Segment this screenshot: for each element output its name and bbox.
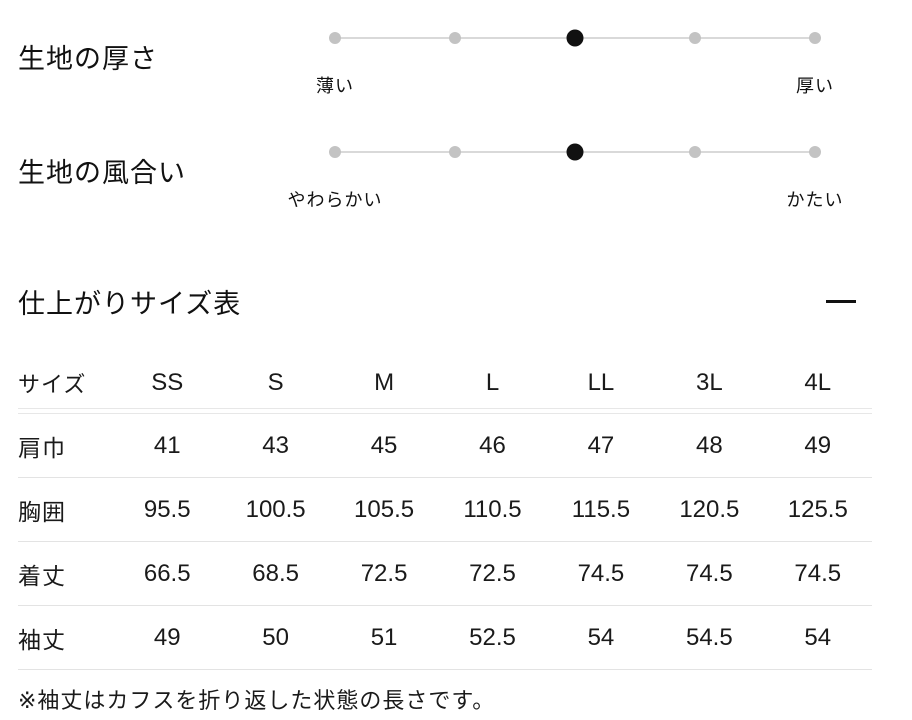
table-row: 袖丈 49 50 51 52.5 54 54.5 54 xyxy=(18,606,872,670)
table-cell: 95.5 xyxy=(143,495,191,523)
table-cell: 66.5 xyxy=(143,559,191,587)
table-cell: 74.5 xyxy=(685,559,733,587)
table-cell: 46 xyxy=(479,431,506,459)
table-cell: 50 xyxy=(262,623,289,651)
scale-dot xyxy=(329,146,341,158)
column-header: S xyxy=(267,369,284,396)
fabric-scales-section: 生地の厚さ 薄い 厚い 生地の風合い やわらかい かたい xyxy=(0,0,912,210)
table-cell: 52.5 xyxy=(469,623,516,651)
table-cell: 54 xyxy=(587,623,615,651)
table-cell: 125.5 xyxy=(787,495,848,523)
table-cell: 110.5 xyxy=(463,495,522,523)
scale-min-label: やわらかい xyxy=(287,190,383,210)
table-row: 肩巾 41 43 45 46 47 48 49 xyxy=(18,414,872,478)
table-cell: 74.5 xyxy=(794,559,842,587)
scale-min-label: 薄い xyxy=(316,76,354,96)
table-cell: 49 xyxy=(153,623,181,651)
fabric-texture-scale: やわらかい かたい xyxy=(288,134,843,210)
table-cell: 72.5 xyxy=(360,559,408,587)
row-label: 着丈 xyxy=(18,562,66,589)
table-cell: 54.5 xyxy=(685,623,733,651)
table-cell: 120.5 xyxy=(679,495,740,523)
scale-dot xyxy=(689,146,701,158)
scale-dot xyxy=(689,32,701,44)
fabric-thickness-row: 生地の厚さ 薄い 厚い xyxy=(0,20,912,96)
size-table: サイズ SS S M L LL 3L 4L 肩巾 41 43 45 46 47 48 49 胸囲 95.5 100… xyxy=(18,358,872,670)
scale-dot-active xyxy=(566,143,584,161)
fabric-thickness-label: 生地の厚さ xyxy=(18,43,158,74)
row-label: 肩巾 xyxy=(18,434,66,461)
table-cell: 72.5 xyxy=(469,559,516,587)
row-label: 袖丈 xyxy=(18,626,66,653)
scale-max-label: 厚い xyxy=(796,76,834,96)
table-note: ※袖丈はカフスを折り返した状態の長さです。 xyxy=(18,688,496,713)
scale-dot xyxy=(449,32,461,44)
table-cell: 48 xyxy=(696,431,723,459)
column-header: 4L xyxy=(804,369,832,396)
table-cell: 41 xyxy=(153,431,181,459)
size-table-section: 仕上がりサイズ表 サイズ SS S M L LL 3L 4L 肩巾 41 43 45 46 47 48 49… xyxy=(0,285,912,715)
size-table-header: 仕上がりサイズ表 xyxy=(0,285,912,319)
column-header-size: サイズ xyxy=(18,372,87,397)
table-cell: 51 xyxy=(370,623,398,651)
row-label: 胸囲 xyxy=(18,498,66,525)
scale-dot xyxy=(809,146,821,158)
fabric-texture-label: 生地の風合い xyxy=(18,157,186,188)
scale-dot-active xyxy=(566,29,584,47)
table-cell: 74.5 xyxy=(577,559,625,587)
size-table-header-row: サイズ SS S M L LL 3L 4L xyxy=(18,358,872,409)
header-divider xyxy=(18,409,872,414)
table-cell: 115.5 xyxy=(571,495,631,523)
table-cell: 100.5 xyxy=(245,495,306,523)
column-header: LL xyxy=(587,369,615,396)
table-cell: 68.5 xyxy=(252,559,299,587)
table-cell: 49 xyxy=(804,431,832,459)
table-cell: 105.5 xyxy=(354,495,415,523)
fabric-thickness-scale: 薄い 厚い xyxy=(316,20,833,96)
scale-dot xyxy=(449,146,461,158)
column-header: M xyxy=(374,369,395,396)
table-cell: 43 xyxy=(262,431,289,459)
minus-icon xyxy=(826,299,856,303)
column-header: SS xyxy=(151,369,184,396)
table-cell: 54 xyxy=(804,623,832,651)
column-header: L xyxy=(485,369,500,396)
size-table-title: 仕上がりサイズ表 xyxy=(18,288,242,319)
scale-max-label: かたい xyxy=(786,190,844,210)
scale-dot xyxy=(329,32,341,44)
column-header: 3L xyxy=(696,369,723,396)
table-cell: 47 xyxy=(587,431,615,459)
scale-dot xyxy=(809,32,821,44)
table-cell: 45 xyxy=(370,431,398,459)
collapse-section-button[interactable] xyxy=(826,292,856,311)
fabric-texture-row: 生地の風合い やわらかい かたい xyxy=(0,134,912,210)
table-row: 胸囲 95.5 100.5 105.5 110.5 115.5 120.5 125.5 xyxy=(18,478,872,542)
table-row: 着丈 66.5 68.5 72.5 72.5 74.5 74.5 74.5 xyxy=(18,542,872,606)
